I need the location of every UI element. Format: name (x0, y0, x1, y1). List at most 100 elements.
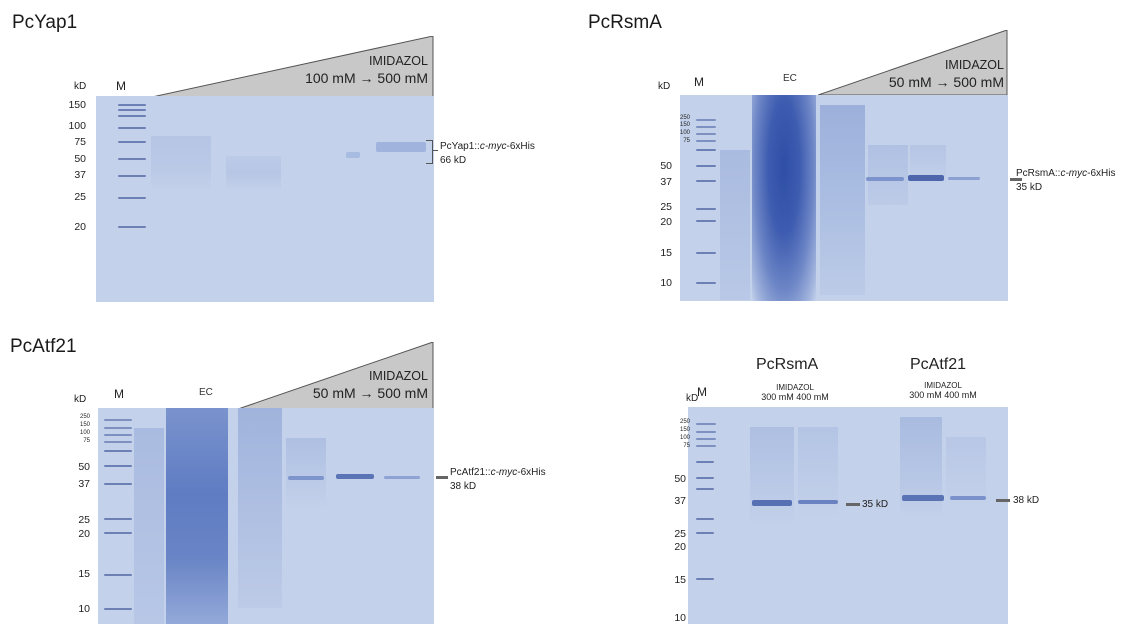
lane-smear (868, 145, 908, 205)
protein-band (908, 175, 944, 181)
imidazol-word: IMIDAZOL (368, 54, 428, 68)
marker-lane-label: M (694, 75, 704, 89)
kd-label: kD (74, 394, 87, 405)
marker-label: 25 (674, 528, 686, 540)
group-label-pcrsma: PcRsmA (756, 356, 819, 373)
imidazol-word: IMIDAZOL (924, 381, 962, 390)
protein-band (376, 142, 426, 152)
marker-label: 37 (74, 169, 86, 181)
band-annotation: PcRsmA::c-myc-6xHis 35 kD (1016, 168, 1116, 193)
lane-smear (946, 437, 986, 507)
band-annotation: PcYap1::c-myc-6xHis 66 kD (440, 141, 535, 166)
marker-label: 100 (679, 435, 690, 441)
protein-band (902, 495, 944, 501)
protein-band (866, 177, 904, 181)
marker-label: 100 (679, 130, 690, 136)
imidazol-word: IMIDAZOL (944, 58, 1004, 72)
marker-label: 50 (674, 473, 686, 485)
imidazol-range: 50 mM → 500 mM (312, 384, 428, 401)
marker-label: 37 (674, 495, 686, 507)
marker-label: 25 (78, 514, 90, 526)
panel-title-pcatf21: PcAtf21 (10, 336, 77, 357)
conc-400: 400 mM (796, 392, 829, 402)
lane-smear (226, 156, 281, 191)
conc-400: 400 mM (944, 390, 977, 400)
protein-band (798, 500, 838, 504)
conc-300: 300 mM (909, 390, 942, 400)
protein-band (336, 474, 374, 479)
marker-label: 75 (83, 438, 90, 444)
imidazol-word: IMIDAZOL (368, 369, 428, 383)
kd-label: kD (74, 81, 87, 92)
crude-extract-smear (752, 95, 816, 301)
marker-label: 20 (78, 528, 90, 540)
protein-band (346, 152, 360, 158)
marker-lane-label: M (697, 385, 707, 399)
imidazol-range: 50 mM → 500 mM (888, 73, 1004, 90)
extract-lane-label: EC (783, 73, 797, 84)
protein-band (950, 496, 986, 500)
extract-lane-label: EC (199, 387, 213, 398)
lane-smear (151, 136, 211, 191)
gel-pcyap1 (96, 96, 434, 302)
lane-smear (750, 427, 794, 527)
panel-title-pcrsma: PcRsmA (588, 12, 662, 33)
marker-label: 15 (660, 247, 672, 259)
band-arrow (1010, 178, 1022, 181)
lane-smear (238, 408, 282, 608)
marker-label: 50 (74, 153, 86, 165)
conc-300: 300 mM (761, 392, 794, 402)
marker-label: 250 (679, 419, 690, 425)
gel-comparison (688, 407, 1008, 624)
bracket-tick (432, 150, 438, 151)
marker-label: 150 (679, 427, 690, 433)
marker-label: 25 (660, 201, 672, 213)
band-annotation: PcAtf21::c-myc-6xHis 38 kD (450, 467, 546, 492)
marker-label: 10 (674, 612, 686, 624)
protein-band (288, 476, 324, 480)
marker-label: 25 (74, 191, 86, 203)
marker-label: 150 (79, 422, 90, 428)
marker-label: 20 (660, 216, 672, 228)
imidazol-range: 100 mM → 500 mM (305, 69, 428, 86)
lane-smear (900, 417, 942, 517)
band-arrow (436, 476, 448, 479)
band-label-35kd: 35 kD (862, 499, 889, 510)
kd-label: kD (686, 393, 699, 404)
gel-pcrsma (680, 95, 1008, 301)
marker-label: 37 (660, 176, 672, 188)
imidazol-sub-label: IMIDAZOL 300 mM 400 mM (750, 383, 840, 402)
bracket (426, 140, 433, 164)
marker-label: 15 (78, 568, 90, 580)
marker-label: 20 (74, 221, 86, 233)
crude-extract-smear (166, 408, 228, 624)
gel-pcatf21 (98, 408, 434, 624)
group-label-pcatf21: PcAtf21 (910, 356, 967, 373)
marker-lane-label: M (116, 79, 126, 93)
marker-label: 250 (679, 115, 690, 121)
marker-label: 75 (74, 136, 86, 148)
lane-smear (134, 428, 164, 624)
marker-label: 10 (660, 277, 672, 289)
marker-label: 150 (679, 122, 690, 128)
marker-lane-label: M (114, 387, 124, 401)
marker-label: 50 (660, 160, 672, 172)
protein-band (948, 177, 980, 180)
marker-label: 100 (68, 120, 86, 132)
protein-band (384, 476, 420, 479)
lane-smear (720, 150, 750, 300)
lane-smear (820, 105, 865, 295)
marker-label: 37 (78, 478, 90, 490)
protein-band (752, 500, 792, 506)
imidazol-label: IMIDAZOL 50 mM → 500 mM (860, 58, 1004, 91)
panel-title-pcyap1: PcYap1 (12, 12, 78, 33)
marker-label: 150 (68, 99, 86, 111)
marker-label: 75 (683, 138, 690, 144)
marker-label: 50 (78, 461, 90, 473)
marker-label: 75 (683, 443, 690, 449)
kd-label: kD (658, 81, 671, 92)
marker-label: 20 (674, 541, 686, 553)
imidazol-label: IMIDAZOL 100 mM → 500 mM (300, 54, 428, 87)
lane-smear (286, 438, 326, 508)
band-arrow (996, 499, 1010, 502)
